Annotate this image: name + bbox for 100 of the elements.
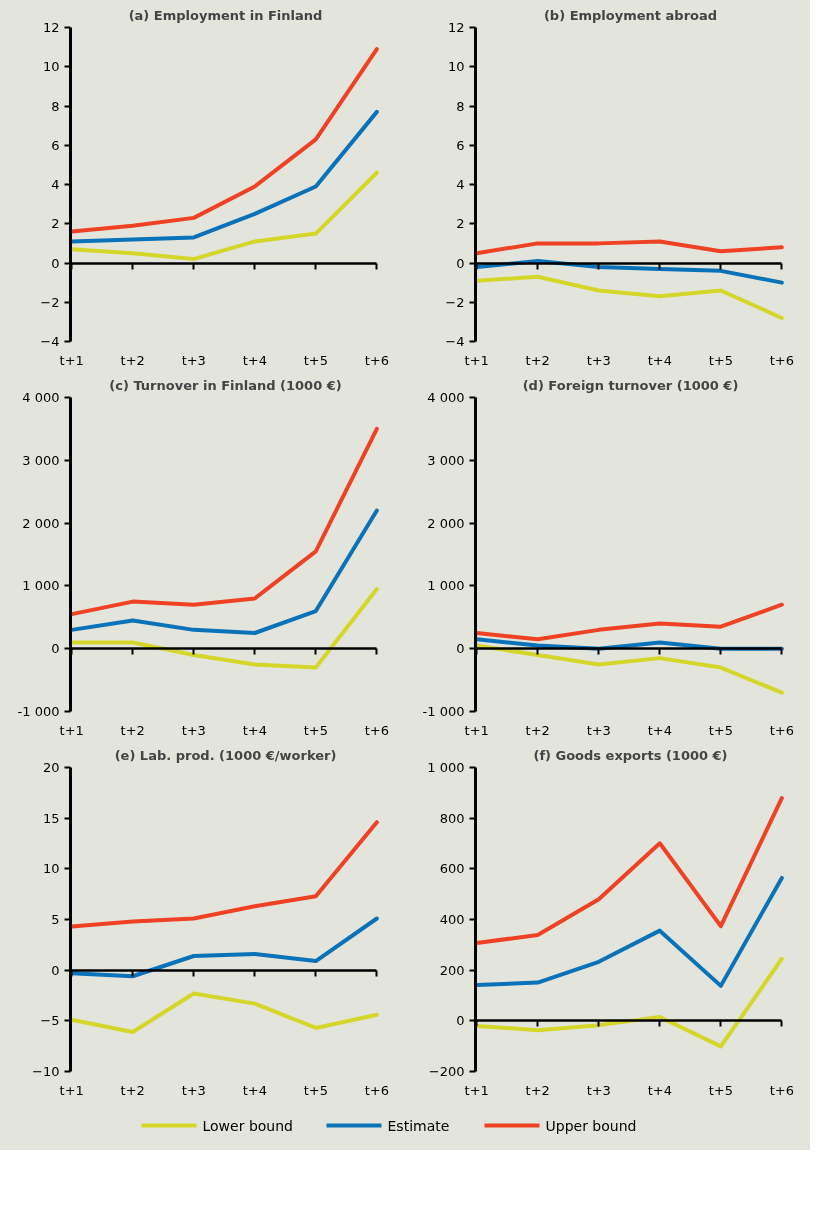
y-tick-label: 4 000: [427, 390, 465, 405]
chart-title: (a) Employment in Finland: [128, 7, 323, 23]
line-series: [475, 875, 784, 988]
line-series: [70, 587, 379, 670]
y-tick-label: −2: [445, 294, 465, 310]
y-tick-label: 2 000: [427, 515, 465, 531]
y-tick-label: 4 000: [22, 390, 60, 405]
x-tick-label: t+3: [181, 722, 206, 738]
y-tick-label: −10: [32, 1064, 60, 1079]
legend-label: Upper bound: [545, 1117, 637, 1134]
line-series: [70, 991, 379, 1034]
chart-title: (f) Goods exports (1000 €): [533, 747, 728, 763]
line-series: [475, 643, 784, 695]
y-tick-label: 0: [51, 255, 60, 271]
line-series: [70, 109, 379, 244]
x-tick-label: t+3: [586, 1082, 611, 1098]
line-series: [475, 602, 784, 642]
y-tick-label: 2 000: [22, 515, 60, 531]
x-tick-label: t+3: [181, 1082, 206, 1098]
x-tick-label: t+6: [769, 1082, 794, 1098]
y-tick-label: 10: [42, 861, 60, 877]
chart-title: (b) Employment abroad: [543, 7, 718, 23]
y-tick-label: 2: [51, 216, 60, 232]
y-tick-label: 3 000: [427, 452, 465, 468]
y-tick-label: -1 000: [422, 704, 465, 719]
x-tick-label: t+3: [586, 352, 611, 368]
y-tick-label: 800: [439, 810, 465, 826]
x-tick-label: t+6: [364, 352, 389, 368]
y-tick-label: 0: [456, 641, 465, 657]
x-tick-label: t+4: [647, 722, 672, 738]
x-tick-label: t+4: [647, 352, 672, 368]
y-tick-label: 10: [447, 59, 465, 75]
x-tick-label: t+3: [586, 722, 611, 738]
y-tick-label: 12: [447, 20, 465, 35]
x-tick-label: t+2: [120, 1082, 145, 1098]
y-tick-label: 600: [439, 861, 465, 877]
y-tick-label: 4: [51, 177, 60, 192]
line-series: [475, 259, 784, 285]
y-tick-label: 0: [51, 641, 60, 657]
y-tick-label: 6: [456, 137, 465, 153]
chart-title: (d) Foreign turnover (1000 €): [522, 377, 739, 393]
line-series: [70, 426, 379, 617]
y-tick-label: −5: [40, 1013, 60, 1029]
x-tick-label: t+1: [59, 1082, 84, 1098]
y-tick-label: 12: [42, 20, 60, 35]
y-tick-label: 0: [456, 1013, 465, 1029]
y-tick-label: 0: [456, 255, 465, 271]
x-tick-label: t+4: [242, 1082, 267, 1098]
x-tick-label: t+2: [525, 722, 550, 738]
x-tick-label: t+6: [364, 722, 389, 738]
y-tick-label: −200: [428, 1064, 465, 1079]
y-tick-label: 6: [51, 137, 60, 153]
y-tick-label: 2: [456, 216, 465, 232]
y-tick-label: 10: [42, 59, 60, 75]
legend-label: Lower bound: [202, 1117, 293, 1134]
y-tick-label: 3 000: [22, 452, 60, 468]
y-tick-label: -1 000: [17, 704, 60, 719]
x-tick-label: t+5: [708, 1082, 733, 1098]
y-tick-label: 400: [439, 912, 465, 927]
y-tick-label: −4: [40, 334, 60, 349]
line-series: [70, 47, 379, 234]
line-series: [475, 239, 784, 256]
x-tick-label: t+3: [181, 352, 206, 368]
x-tick-label: t+5: [303, 352, 328, 368]
y-tick-label: 15: [42, 810, 60, 826]
y-tick-label: 200: [439, 962, 465, 978]
x-tick-label: t+4: [647, 1082, 672, 1098]
y-tick-label: −4: [445, 334, 465, 349]
chart-title: (e) Lab. prod. (1000 €/worker): [114, 747, 337, 763]
x-tick-label: t+6: [364, 1082, 389, 1098]
x-tick-label: t+5: [708, 722, 733, 738]
legend-label: Estimate: [387, 1117, 450, 1134]
y-tick-label: 4: [456, 177, 465, 192]
line-series: [70, 916, 379, 979]
x-tick-label: t+6: [769, 352, 794, 368]
y-tick-label: 8: [456, 98, 465, 114]
y-tick-label: 1 000: [427, 760, 465, 775]
line-series: [475, 796, 784, 946]
x-tick-label: t+1: [59, 722, 84, 738]
y-tick-label: 8: [51, 98, 60, 114]
line-series: [475, 956, 784, 1049]
x-tick-label: t+2: [525, 1082, 550, 1098]
line-series: [70, 820, 379, 929]
x-tick-label: t+6: [769, 722, 794, 738]
x-tick-label: t+1: [464, 352, 489, 368]
x-tick-label: t+5: [303, 722, 328, 738]
line-series: [475, 274, 784, 320]
y-tick-label: 5: [51, 912, 60, 927]
x-tick-label: t+1: [464, 722, 489, 738]
x-tick-label: t+2: [120, 352, 145, 368]
y-tick-label: 0: [51, 962, 60, 978]
y-tick-label: 20: [42, 760, 60, 775]
x-tick-label: t+2: [120, 722, 145, 738]
line-series: [70, 508, 379, 635]
y-tick-label: 1 000: [427, 578, 465, 594]
x-tick-label: t+1: [59, 352, 84, 368]
x-tick-label: t+5: [303, 1082, 328, 1098]
x-tick-label: t+2: [525, 352, 550, 368]
y-tick-label: 1 000: [22, 578, 60, 594]
chart-title: (c) Turnover in Finland (1000 €): [109, 377, 342, 393]
